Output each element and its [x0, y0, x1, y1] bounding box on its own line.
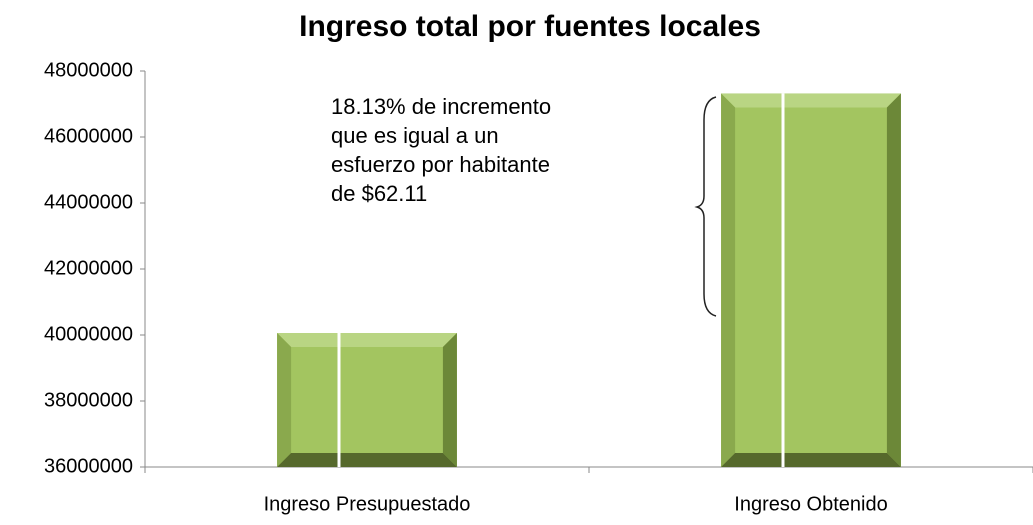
x-tick-label: Ingreso Obtenido [734, 493, 887, 515]
bar-bevel [721, 93, 736, 467]
chart-title: Ingreso total por fuentes locales [299, 10, 761, 43]
bar-bevel [277, 333, 457, 348]
bar-bevel [721, 93, 901, 108]
bar [721, 93, 901, 467]
y-tick-label: 46000000 [44, 125, 133, 147]
bar-bevel [277, 333, 292, 467]
y-tick-label: 42000000 [44, 257, 133, 279]
bar-bevel [442, 333, 457, 467]
x-tick-label: Ingreso Presupuestado [264, 493, 471, 515]
annotation: 18.13% de incremento que es igual a un e… [331, 94, 552, 206]
y-tick-label: 38000000 [44, 389, 133, 411]
bar-bevel [277, 453, 457, 467]
brace [694, 96, 717, 317]
y-tick-label: 44000000 [44, 191, 133, 213]
y-tick-label: 40000000 [44, 323, 133, 345]
y-tick-label: 36000000 [44, 455, 133, 477]
bar-bevel [721, 453, 901, 467]
bar [277, 333, 457, 467]
bar-bevel [886, 93, 901, 467]
y-tick-label: 48000000 [44, 59, 133, 81]
